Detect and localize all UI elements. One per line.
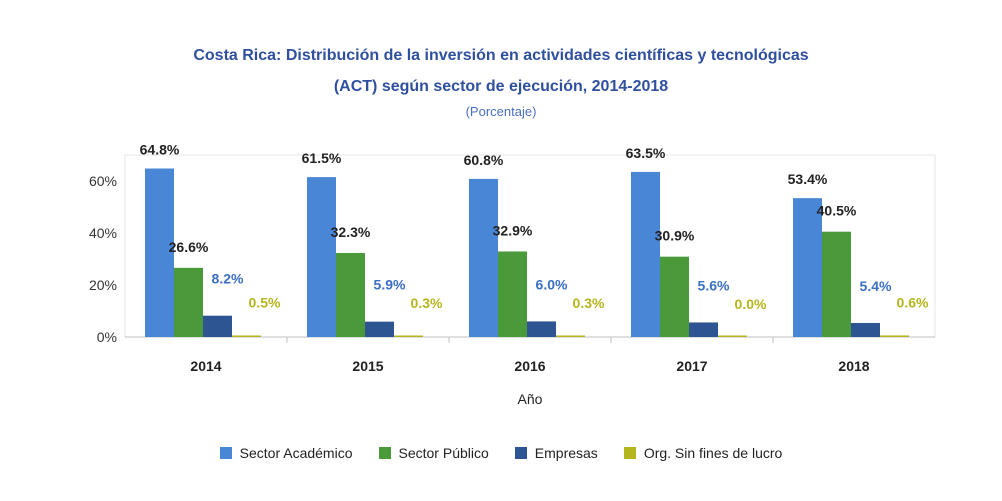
x-category-label: 2015 [352, 358, 383, 374]
x-category-label: 2014 [190, 358, 221, 374]
bar-org-sin-fines-de-lucro-2014 [232, 335, 261, 337]
bar-org-sin-fines-de-lucro-2018 [880, 335, 909, 337]
bar-org-sin-fines-de-lucro-2015 [394, 335, 423, 337]
data-label: 0.0% [735, 296, 767, 312]
data-label: 6.0% [536, 276, 568, 292]
data-label: 32.3% [331, 224, 371, 240]
legend-item: Empresas [514, 445, 598, 461]
y-tick-label: 60% [89, 173, 117, 189]
bar-empresas-2014 [203, 315, 232, 337]
data-label: 26.6% [169, 239, 209, 255]
data-label: 64.8% [140, 142, 180, 158]
bar-empresas-2017 [689, 322, 718, 337]
chart-title: Costa Rica: Distribución de la inversión… [193, 47, 809, 64]
bar-sector-p-blico-2016 [498, 251, 527, 337]
bar-empresas-2016 [527, 321, 556, 337]
bar-sector-p-blico-2014 [174, 267, 203, 337]
chart-legend: Sector Académico Sector Público Empresas Or… [0, 445, 1002, 461]
bar-empresas-2018 [851, 322, 880, 337]
y-tick-label: 40% [89, 225, 117, 241]
legend-label: Empresas [534, 445, 598, 461]
bar-sector-acad-mico-2015 [307, 177, 336, 337]
data-label: 61.5% [302, 150, 342, 166]
legend-swatch [623, 447, 636, 459]
x-category-label: 2016 [514, 358, 545, 374]
bar-sector-acad-mico-2016 [469, 178, 498, 337]
chart-title-line2: (ACT) según sector de ejecución, 2014-20… [333, 78, 669, 95]
data-label: 0.3% [573, 295, 605, 311]
bar-chart: 0% 20% 40% 60% 2014 2015 2016 2017 2018 64.8% 61.5… [89, 142, 936, 407]
x-axis-title: Año [518, 391, 543, 407]
data-label: 5.6% [698, 277, 730, 293]
data-label: 0.5% [249, 295, 281, 311]
data-label: 40.5% [817, 203, 857, 219]
bar-sector-p-blico-2017 [660, 256, 689, 337]
data-label: 0.6% [897, 294, 929, 310]
legend-label: Sector Académico [239, 445, 353, 461]
data-label: 60.8% [464, 152, 504, 168]
chart-subtitle: (Porcentaje) [465, 104, 537, 119]
legend-swatch [219, 447, 232, 459]
data-label: 0.3% [411, 295, 443, 311]
legend-label: Sector Público [398, 445, 489, 461]
bar-org-sin-fines-de-lucro-2017 [718, 335, 747, 337]
bar-sector-p-blico-2018 [822, 231, 851, 337]
bar-empresas-2015 [365, 321, 394, 337]
legend-label: Org. Sin fines de lucro [643, 445, 783, 461]
legend-swatch [378, 447, 391, 459]
legend-item: Sector Público [378, 445, 489, 461]
x-category-label: 2018 [838, 358, 869, 374]
data-label: 5.9% [374, 277, 406, 293]
data-label: 5.4% [860, 278, 892, 294]
y-tick-label: 20% [89, 277, 117, 293]
bar-sector-acad-mico-2014 [145, 168, 174, 337]
data-label: 53.4% [788, 171, 828, 187]
bar-sector-acad-mico-2017 [631, 171, 660, 337]
data-label: 32.9% [493, 222, 533, 238]
data-label: 30.9% [655, 228, 695, 244]
x-category-label: 2017 [676, 358, 707, 374]
legend-swatch [514, 447, 527, 459]
y-tick-label: 0% [97, 329, 117, 345]
legend-item: Org. Sin fines de lucro [623, 445, 783, 461]
legend-item: Sector Académico [219, 445, 353, 461]
data-label: 8.2% [212, 271, 244, 287]
bar-sector-acad-mico-2018 [793, 198, 822, 337]
data-label: 63.5% [626, 145, 666, 161]
bar-org-sin-fines-de-lucro-2016 [556, 335, 585, 337]
bar-sector-p-blico-2015 [336, 253, 365, 337]
